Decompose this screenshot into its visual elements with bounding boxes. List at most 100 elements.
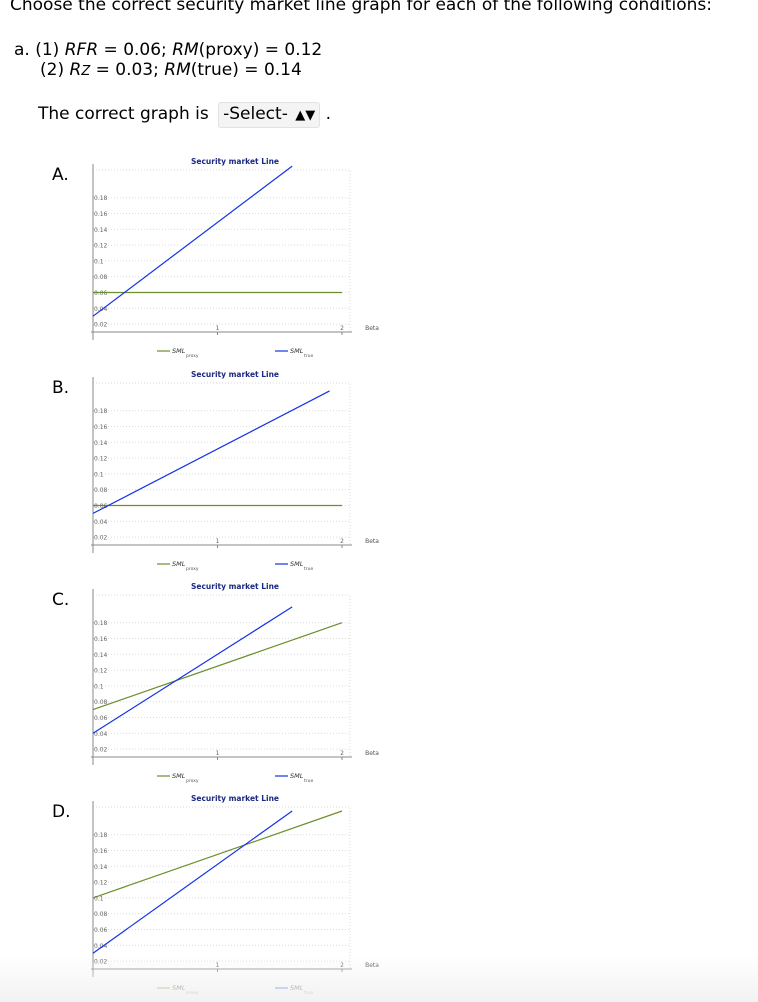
legend-sub: proxy — [186, 566, 199, 572]
y-tick-label: 0.08 — [94, 487, 108, 494]
y-tick-label: 0.16 — [94, 424, 108, 431]
y-tick-label: 0.04 — [94, 731, 108, 738]
y-tick-label: 0.12 — [94, 668, 108, 675]
rfr-value: = 0.06; — [98, 40, 173, 60]
rm-true-symbol: RM — [164, 60, 191, 80]
y-tick-label: 0.02 — [94, 959, 108, 966]
x-tick-label: 2 — [340, 750, 344, 757]
y-tick-label: 0.08 — [94, 699, 108, 706]
option-label: B. — [52, 378, 70, 398]
legend-sub: true — [304, 778, 313, 784]
rz-value: = 0.03; — [90, 60, 165, 80]
x-tick-label: 1 — [216, 325, 220, 332]
part-label: a. — [14, 40, 30, 60]
y-tick-label: 0.08 — [94, 911, 108, 918]
y-tick-label: 0.18 — [94, 195, 108, 202]
legend-label: SML — [290, 984, 304, 992]
rm-true-value: (true) = 0.14 — [190, 60, 302, 80]
y-tick-label: 0.18 — [94, 408, 108, 415]
rz-subscript: Z — [81, 64, 91, 79]
plot-frame — [92, 169, 351, 333]
y-tick-label: 0.18 — [94, 832, 108, 839]
select-value: -Select- — [223, 104, 288, 124]
y-tick-label: 0.02 — [94, 535, 108, 542]
y-tick-label: 0.18 — [94, 620, 108, 627]
legend-label: SML — [172, 347, 186, 355]
rm-proxy-value: (proxy) = 0.12 — [198, 40, 323, 60]
y-tick-label: 0.04 — [94, 943, 108, 950]
y-tick-label: 0.06 — [94, 927, 108, 934]
rfr-symbol: RFR — [64, 40, 99, 60]
rm-symbol: RM — [172, 40, 199, 60]
y-tick-label: 0.14 — [94, 227, 108, 234]
y-tick-label: 0.1 — [94, 258, 104, 265]
sml-chart: Security market Line 0.02 0.04 0.06 0.08 0.1 0… — [91, 370, 379, 572]
legend-label: SML — [290, 772, 304, 780]
sml-true-line — [92, 810, 293, 954]
legend-sub: proxy — [186, 353, 199, 359]
plot-frame — [92, 382, 351, 546]
y-tick-label: 0.08 — [94, 274, 108, 281]
option-label: D. — [52, 802, 71, 822]
y-tick-label: 0.06 — [94, 503, 108, 510]
sml-proxy-line — [92, 622, 343, 711]
y-tick-label: 0.16 — [94, 636, 108, 643]
sml-chart: Security market Line 0.02 0.04 0.06 0.08 0.1 0… — [91, 794, 379, 996]
y-tick-label: 0.16 — [94, 211, 108, 218]
chart-title: Security market Line — [191, 582, 279, 591]
y-tick-label: 0.02 — [94, 322, 108, 329]
y-tick-label: 0.14 — [94, 652, 108, 659]
x-axis-label: Beta — [365, 325, 379, 332]
x-tick-label: 1 — [216, 962, 220, 969]
legend-sub: true — [304, 566, 313, 572]
sml-true-line — [92, 606, 293, 734]
legend-sub: proxy — [186, 990, 199, 996]
legend-label: SML — [172, 984, 186, 992]
sml-proxy-line — [92, 810, 343, 899]
answer-prompt: The correct graph is -Select- ▲▼ . — [38, 102, 331, 128]
condition-2-number: (2) — [40, 60, 65, 80]
legend-label: SML — [172, 772, 186, 780]
y-tick-label: 0.16 — [94, 848, 108, 855]
legend-label: SML — [172, 560, 186, 568]
graph-select[interactable]: -Select- ▲▼ — [218, 102, 321, 128]
x-tick-label: 2 — [340, 538, 344, 545]
chart-title: Security market Line — [191, 157, 279, 166]
y-tick-label: 0.14 — [94, 864, 108, 871]
legend-sub: true — [304, 353, 313, 359]
y-tick-label: 0.14 — [94, 440, 108, 447]
rz-symbol: R — [69, 60, 82, 80]
sml-true-line — [92, 165, 293, 317]
legend-label: SML — [290, 560, 304, 568]
y-tick-label: 0.06 — [94, 290, 108, 297]
legend-sub: proxy — [186, 778, 199, 784]
sml-chart: Security market Line 0.02 0.04 0.06 0.08 0.1 0… — [91, 157, 379, 359]
x-axis-label: Beta — [365, 538, 379, 545]
x-tick-label: 1 — [216, 750, 220, 757]
x-tick-label: 2 — [340, 962, 344, 969]
chart-title: Security market Line — [191, 794, 279, 803]
y-tick-label: 0.1 — [94, 683, 104, 690]
y-tick-label: 0.12 — [94, 456, 108, 463]
chart-title: Security market Line — [191, 370, 279, 379]
x-tick-label: 1 — [216, 538, 220, 545]
sml-true-line — [92, 390, 330, 514]
question-header: Choose the correct security market line … — [10, 0, 712, 15]
select-arrows-icon: ▲▼ — [295, 108, 316, 123]
y-tick-label: 0.04 — [94, 306, 108, 313]
sml-chart: Security market Line 0.02 0.04 0.06 0.08 0.1 0… — [91, 582, 379, 784]
option-label: C. — [52, 590, 70, 610]
y-tick-label: 0.1 — [94, 471, 104, 478]
plot-frame — [92, 806, 351, 970]
condition-1: a. (1) RFR = 0.06; RM(proxy) = 0.12 — [14, 40, 322, 60]
y-tick-label: 0.04 — [94, 519, 108, 526]
x-tick-label: 2 — [340, 325, 344, 332]
y-tick-label: 0.1 — [94, 895, 104, 902]
y-tick-label: 0.06 — [94, 715, 108, 722]
legend-label: SML — [290, 347, 304, 355]
x-axis-label: Beta — [365, 750, 379, 757]
prompt-period: . — [325, 104, 332, 124]
legend-sub: true — [304, 990, 313, 996]
condition-2: (2) RZ = 0.03; RM(true) = 0.14 — [40, 60, 302, 80]
option-label: A. — [52, 165, 69, 185]
